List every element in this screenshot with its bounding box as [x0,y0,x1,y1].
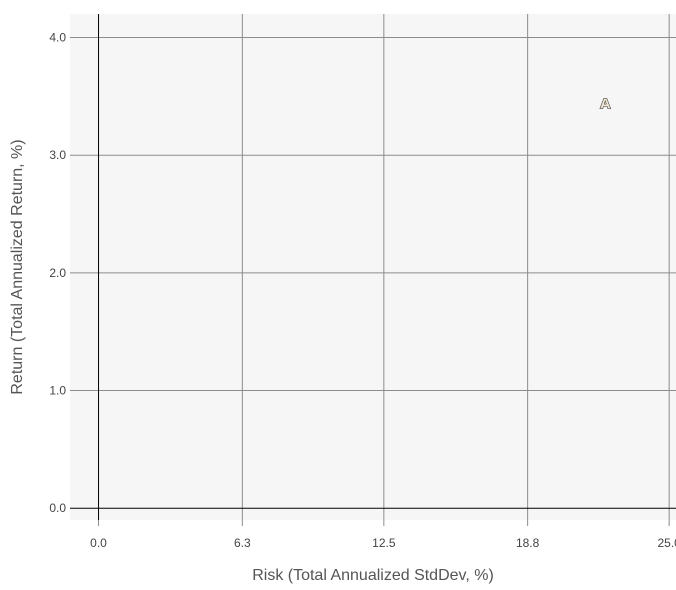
data-points: A [599,95,611,113]
y-tick-label: 2.0 [49,266,66,280]
x-tick-label: 6.3 [234,536,251,550]
y-tick-label: 0.0 [49,501,66,515]
x-tick-label: 12.5 [372,536,396,550]
y-tick-label: 1.0 [49,384,66,398]
y-tick-label: 4.0 [49,31,66,45]
y-axis-title: Return (Total Annualized Return, %) [9,139,26,394]
y-tick-label: 3.0 [49,148,66,162]
x-axis-title: Risk (Total Annualized StdDev, %) [252,567,494,584]
tick-labels: 0.0 6.3 12.5 18.8 25.0 0.0 1.0 2.0 3.0 4.0 [49,31,676,550]
x-tick-label: 0.0 [90,536,107,550]
zero-axes [70,14,676,520]
gridlines [70,14,676,526]
plot-area [70,14,676,520]
data-point-label[interactable]: A [599,95,611,113]
x-tick-label: 18.8 [516,536,540,550]
x-tick-label: 25.0 [657,536,676,550]
